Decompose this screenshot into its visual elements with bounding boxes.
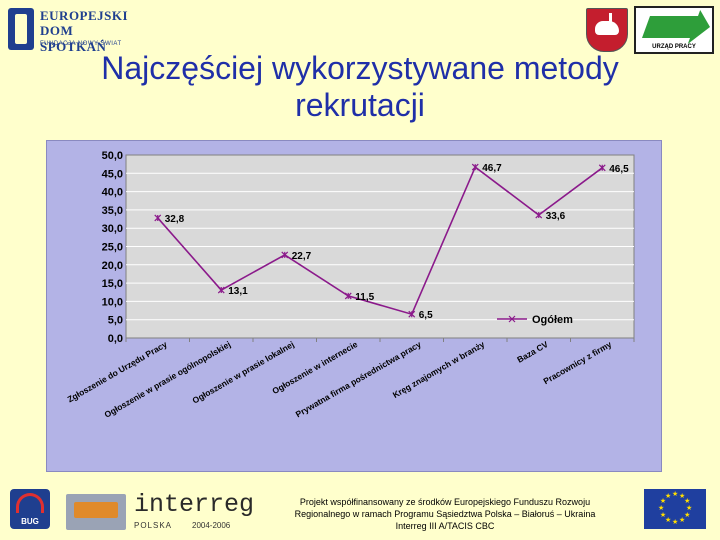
data-label: 6,5 (419, 310, 433, 321)
x-category-label: Ogłoszenie w prasie lokalnej (191, 339, 296, 406)
data-label: 13,1 (228, 286, 248, 297)
ed-logo-line3: FUNDACJA NOWY ŚWIAT (40, 41, 122, 47)
data-point (471, 163, 479, 171)
data-label: 46,5 (609, 164, 629, 175)
chart-frame: 0,0 5,0 10,0 15,0 20,0 25,0 30,0 35,0 40,0 45,0 50… (46, 140, 662, 472)
funding-note-line3: Interreg III A/TACIS CBC (395, 521, 495, 531)
data-point (281, 251, 289, 259)
data-point (408, 310, 416, 318)
y-tick-label: 10,0 (102, 296, 123, 308)
interreg-country: POLSKA (134, 521, 173, 530)
interreg-mark-icon (66, 494, 126, 530)
bug-euroregion-logo-icon: BUG (10, 489, 50, 529)
interreg-word: interreg (134, 490, 255, 519)
data-point (535, 211, 543, 219)
ed-logo-line2: DOM SPOTKAŃ (40, 23, 107, 54)
y-tick-label: 0,0 (108, 333, 123, 345)
interreg-years: 2004-2006 (192, 521, 231, 530)
y-tick-label: 25,0 (102, 242, 123, 254)
funding-note: Projekt współfinansowany ze środków Euro… (270, 496, 620, 532)
legend-marker (508, 315, 516, 323)
funding-note-line1: Projekt współfinansowany ze środków Euro… (299, 497, 591, 507)
lublin-crest-icon (586, 8, 628, 52)
series-line-ogolem (157, 165, 603, 316)
page-title-line2: rekrutacji (295, 87, 425, 123)
data-label: 22,7 (292, 251, 312, 262)
page-title: Najczęściej wykorzystywane metody rekrut… (0, 50, 720, 124)
x-category-label: Zgłoszenie do Urzędu Pracy (66, 339, 169, 404)
ed-logo-icon (8, 8, 34, 50)
urzad-pracy-caption: URZĄD PRACY (652, 44, 696, 50)
y-tick-label: 45,0 (102, 168, 123, 180)
y-tick-label: 35,0 (102, 205, 123, 217)
x-category-label: Baza CV (515, 339, 550, 365)
x-category-label: Prywatna firma pośrednictwa pracy (294, 339, 423, 419)
interreg-logo: interreg POLSKA 2004-2006 (66, 490, 254, 534)
data-point (344, 292, 352, 300)
data-label: 32,8 (165, 214, 185, 225)
line-chart: 0,0 5,0 10,0 15,0 20,0 25,0 30,0 35,0 40,0 45,0 50… (66, 150, 635, 420)
x-category-label: Pracownicy z firmy (542, 339, 614, 386)
page-title-line1: Najczęściej wykorzystywane metody (101, 50, 619, 86)
urzad-pracy-logo-icon: URZĄD PRACY (634, 6, 714, 54)
eu-flag-icon: ★ ★ ★ ★ ★ ★ ★ ★ ★ ★ ★ ★ (644, 489, 706, 529)
data-label: 11,5 (355, 292, 374, 303)
y-tick-label: 20,0 (102, 260, 123, 272)
data-point (154, 214, 162, 222)
data-point (217, 286, 225, 294)
y-tick-label: 50,0 (102, 150, 123, 162)
y-tick-label: 15,0 (102, 278, 123, 290)
data-label: 46,7 (482, 163, 502, 174)
data-label: 33,6 (546, 211, 566, 222)
y-tick-label: 5,0 (108, 315, 123, 327)
x-category-label: Ogłoszenie w prasie ogólnopolskiej (102, 339, 232, 420)
ed-logo: EUROPEJSKI DOM SPOTKAŃ FUNDACJA NOWY ŚWI… (8, 6, 129, 54)
funding-note-line2: Regionalnego w ramach Programu Sąsiedztw… (294, 509, 596, 519)
data-point (598, 164, 606, 172)
y-tick-label: 40,0 (102, 187, 123, 199)
ed-logo-line1: EUROPEJSKI (40, 8, 129, 23)
legend-label: Ogółem (532, 314, 573, 326)
bug-logo-label: BUG (21, 517, 39, 526)
y-tick-label: 30,0 (102, 223, 123, 235)
